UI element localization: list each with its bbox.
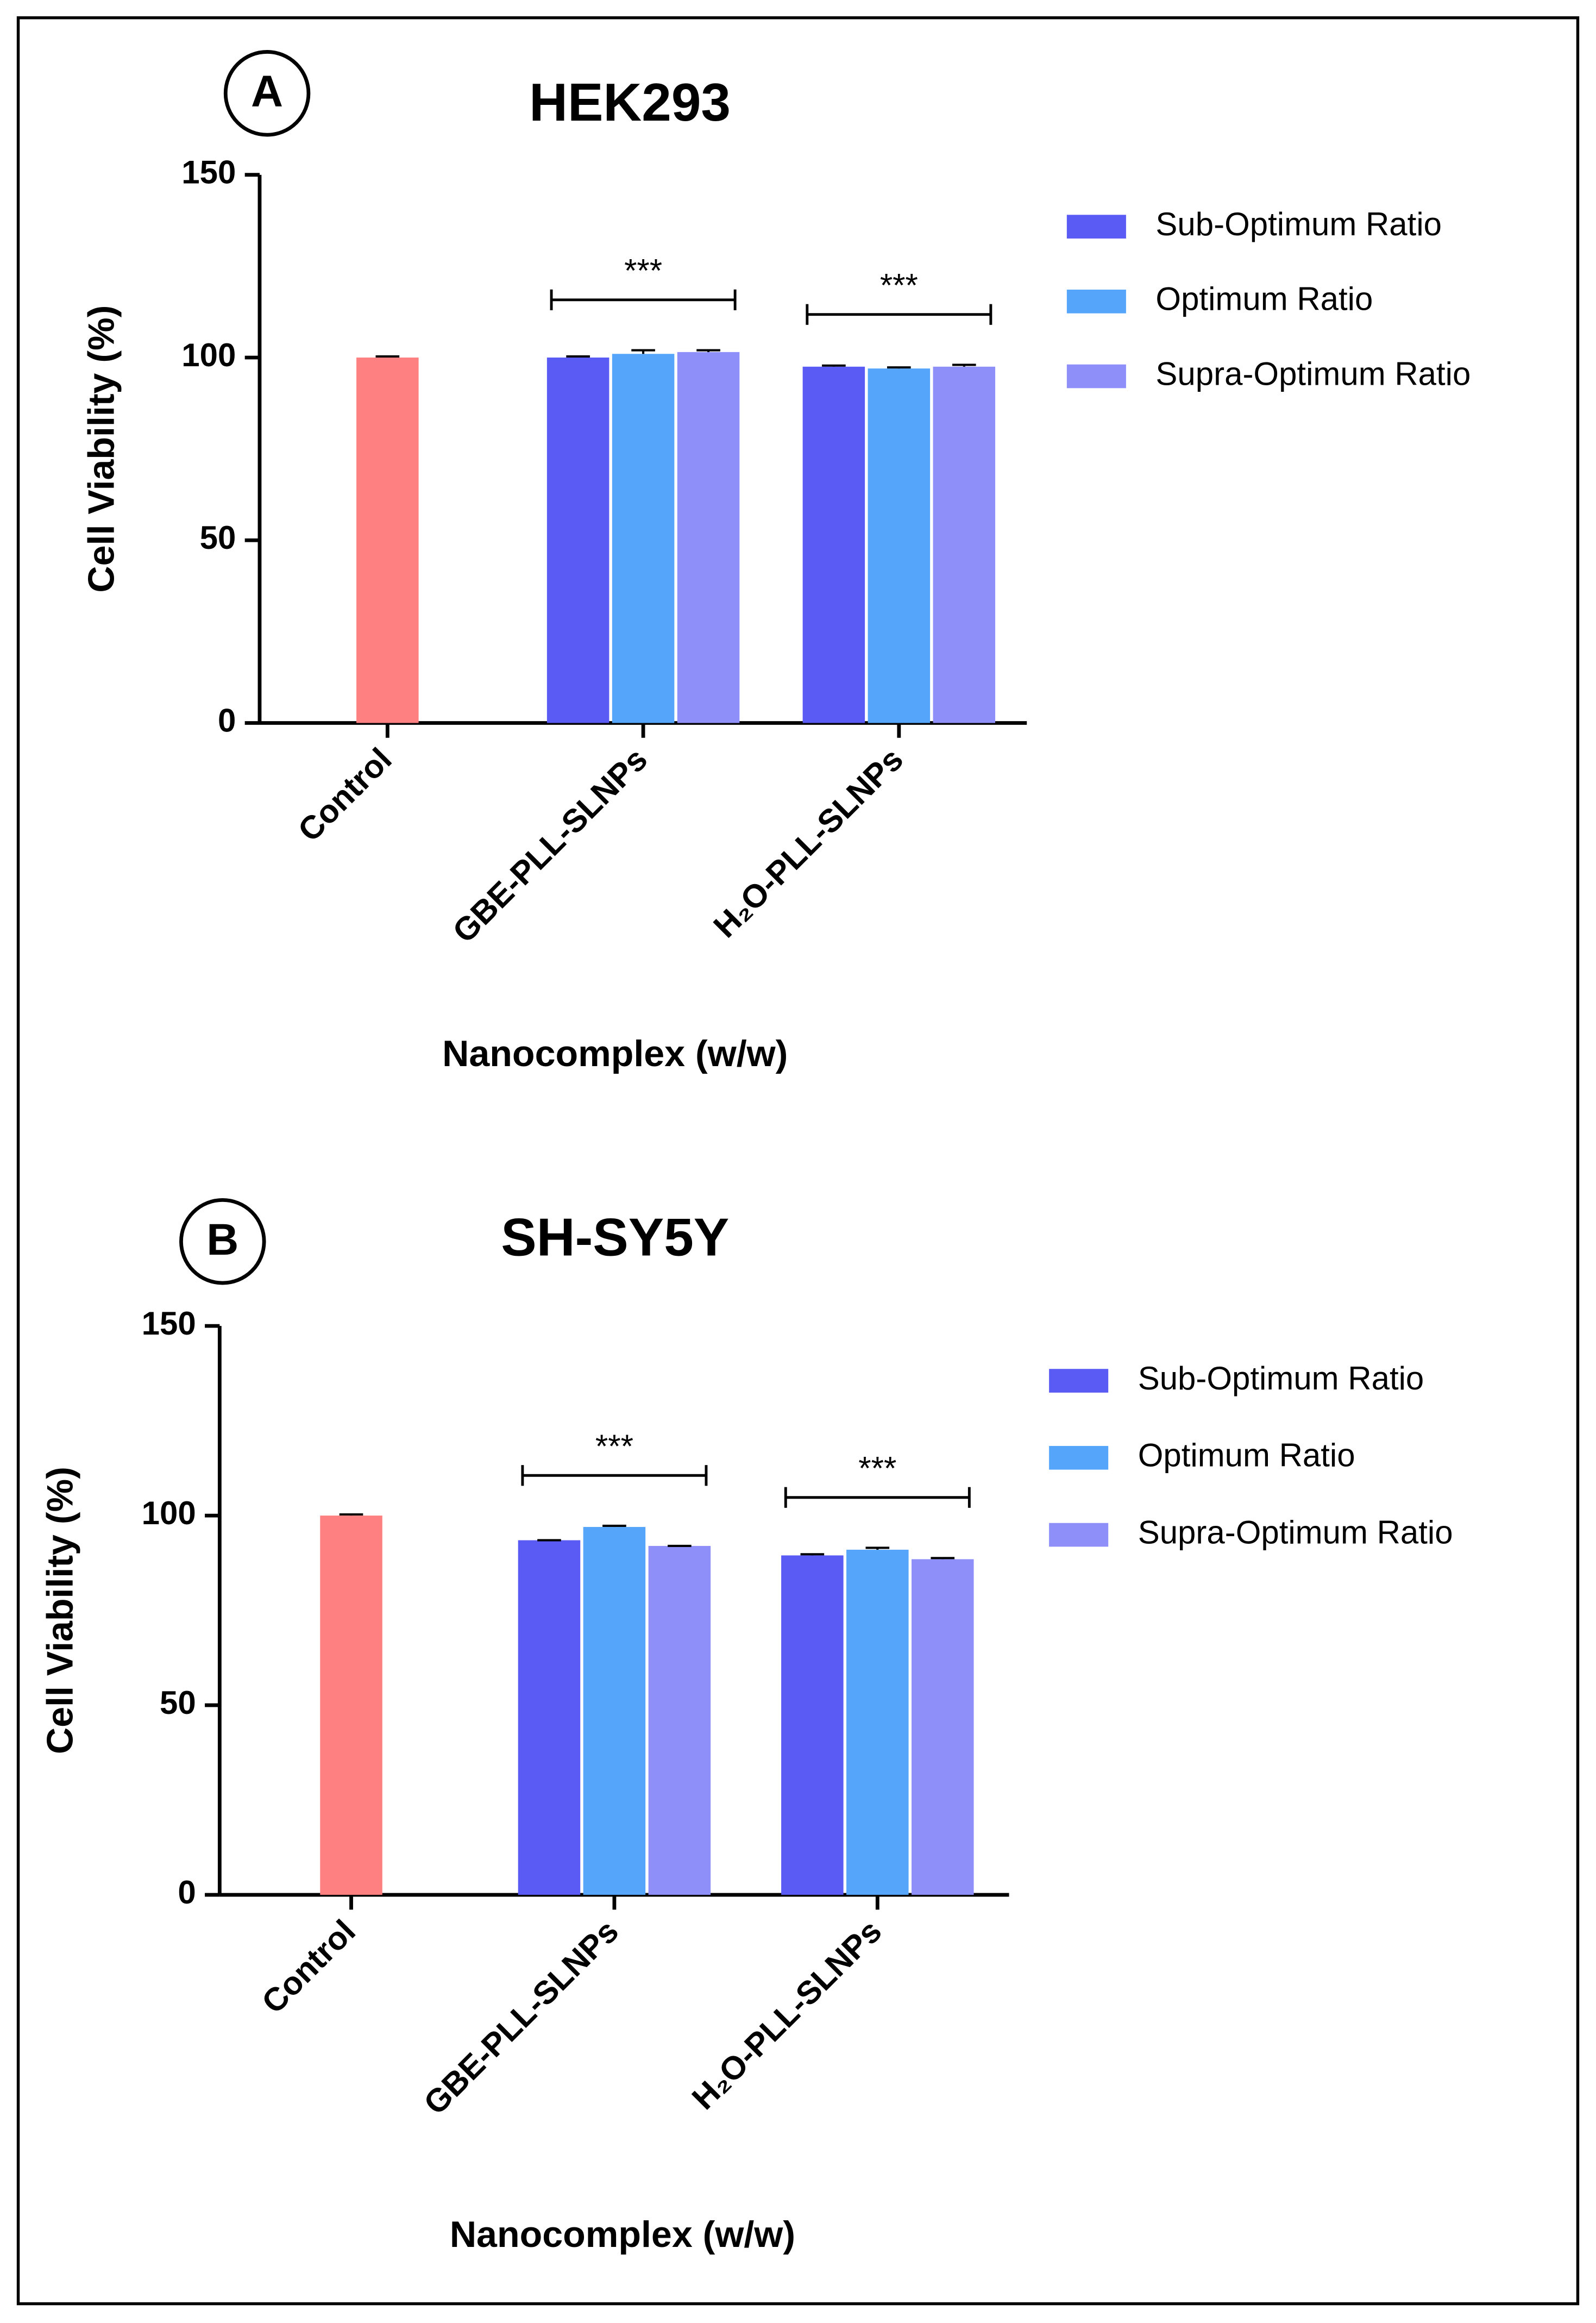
- y-tick-label: 100: [181, 337, 236, 373]
- legend-swatch: [1066, 290, 1126, 314]
- y-tick-label: 150: [181, 154, 236, 191]
- x-axis-label: Nanocomplex (w/w): [442, 1033, 788, 1074]
- x-tick-label: H₂O-PLL-SLNPs: [706, 741, 910, 944]
- bar: [518, 1540, 581, 1895]
- legend-label: Supra-Optimum Ratio: [1138, 1514, 1453, 1550]
- x-tick-label: Control: [291, 741, 399, 848]
- legend-swatch: [1066, 364, 1126, 389]
- legend-label: Optimum Ratio: [1138, 1437, 1355, 1474]
- chart-title: HEK293: [529, 72, 731, 132]
- bar: [677, 352, 740, 723]
- legend-label: Optimum Ratio: [1155, 281, 1373, 317]
- legend-swatch: [1049, 1445, 1109, 1470]
- bar: [612, 354, 675, 723]
- panel-label: B: [206, 1215, 238, 1264]
- chart-title: SH-SY5Y: [501, 1207, 729, 1267]
- bar: [846, 1549, 909, 1895]
- y-axis-label: Cell Viability (%): [39, 1467, 80, 1754]
- significance-label: ***: [595, 1428, 633, 1464]
- significance-label: ***: [880, 267, 918, 303]
- y-tick-label: 150: [142, 1305, 196, 1342]
- bar: [356, 357, 419, 723]
- bar: [546, 357, 610, 723]
- x-tick-label: Control: [255, 1913, 362, 2020]
- legend-label: Sub-Optimum Ratio: [1138, 1360, 1424, 1397]
- bar: [912, 1559, 974, 1895]
- bar: [320, 1516, 382, 1895]
- y-tick-label: 0: [178, 1874, 196, 1911]
- bar: [868, 368, 931, 723]
- legend-swatch: [1049, 1523, 1109, 1547]
- significance-label: ***: [858, 1450, 896, 1487]
- y-tick-label: 50: [160, 1685, 196, 1721]
- y-tick-label: 50: [200, 519, 236, 556]
- panel-label: A: [251, 67, 283, 116]
- panel-circle: [223, 50, 311, 137]
- x-tick-label: GBE-PLL-SLNPs: [445, 741, 654, 949]
- legend-label: Supra-Optimum Ratio: [1155, 355, 1471, 392]
- frame: [16, 16, 1580, 2306]
- y-tick-label: 0: [218, 702, 236, 738]
- x-tick-label: GBE-PLL-SLNPs: [417, 1913, 625, 2121]
- bar: [648, 1545, 711, 1895]
- panel-circle: [179, 1198, 266, 1285]
- legend-label: Sub-Optimum Ratio: [1155, 206, 1442, 242]
- bar: [933, 366, 996, 723]
- y-tick-label: 100: [142, 1495, 196, 1531]
- bar: [583, 1527, 646, 1895]
- legend-swatch: [1049, 1369, 1109, 1393]
- significance-label: ***: [624, 253, 662, 289]
- bar: [781, 1555, 844, 1895]
- y-axis-label: Cell Viability (%): [81, 305, 122, 593]
- bar: [802, 366, 865, 723]
- x-axis-label: Nanocomplex (w/w): [450, 2214, 795, 2255]
- x-tick-label: H₂O-PLL-SLNPs: [685, 1913, 889, 2117]
- legend-swatch: [1066, 215, 1126, 239]
